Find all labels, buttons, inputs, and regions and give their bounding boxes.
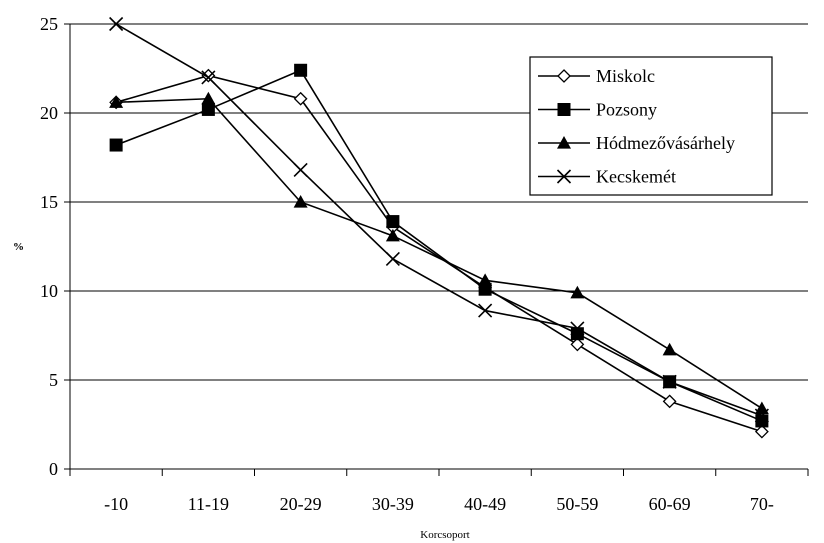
x-marker bbox=[662, 374, 677, 389]
x-tick-label: 11-19 bbox=[188, 494, 229, 514]
series-hodmezovasarhely bbox=[109, 91, 769, 415]
legend-item: Miskolc bbox=[538, 66, 655, 86]
x-tick-label: 50-59 bbox=[556, 494, 598, 514]
legend-label: Kecskemét bbox=[596, 167, 676, 187]
legend-item: Kecskemét bbox=[538, 167, 676, 187]
triangle-marker bbox=[570, 285, 585, 299]
y-tick-label: 20 bbox=[40, 103, 58, 123]
series-line bbox=[115, 23, 763, 417]
triangle-marker bbox=[754, 401, 769, 415]
x-tick-label: 70- bbox=[750, 494, 774, 514]
x-marker bbox=[293, 162, 308, 178]
square-marker bbox=[109, 138, 123, 152]
series-group bbox=[109, 16, 769, 439]
diamond-marker bbox=[662, 394, 677, 409]
series-kecskemet bbox=[109, 16, 769, 423]
diamond-marker bbox=[557, 69, 571, 83]
triangle-marker bbox=[478, 273, 493, 286]
x-marker bbox=[754, 408, 769, 423]
legend: Miskolc Pozsony Hódmezővásárhely Kecskemét bbox=[529, 56, 773, 196]
triangle-marker bbox=[109, 95, 124, 108]
diamond-marker bbox=[570, 337, 585, 352]
square-marker bbox=[557, 103, 571, 116]
square-marker bbox=[201, 102, 215, 116]
triangle-marker bbox=[293, 195, 308, 208]
legend-item: Hódmezővásárhely bbox=[538, 133, 735, 153]
x-marker bbox=[201, 70, 216, 85]
x-marker bbox=[556, 169, 572, 184]
x-axis-label: Korcsoport bbox=[420, 529, 470, 541]
y-tick-label: 5 bbox=[49, 370, 58, 390]
diamond-marker bbox=[293, 91, 308, 106]
x-tick-label: 20-29 bbox=[280, 494, 322, 514]
x-tick-labels: -10 11-19 20-29 30-39 40-49 50-59 60-69 70- bbox=[104, 494, 774, 514]
legend-box bbox=[529, 56, 773, 196]
legend-label: Miskolc bbox=[596, 66, 655, 86]
x-marker bbox=[478, 303, 493, 318]
x-tick-label: 60-69 bbox=[649, 494, 691, 514]
legend-label: Pozsony bbox=[596, 100, 657, 120]
triangle-marker bbox=[201, 91, 216, 105]
x-tick-label: 30-39 bbox=[372, 494, 414, 514]
axes bbox=[64, 23, 809, 476]
series-line bbox=[115, 74, 763, 433]
y-tick-labels: 0 5 10 15 20 25 bbox=[40, 14, 58, 479]
x-marker bbox=[109, 16, 124, 32]
x-marker bbox=[385, 251, 400, 267]
series-line bbox=[116, 97, 763, 410]
triangle-marker bbox=[385, 228, 400, 242]
x-tick-label: 40-49 bbox=[464, 494, 506, 514]
x-tick-label: -10 bbox=[104, 494, 128, 514]
y-axis-label: % bbox=[13, 241, 24, 253]
square-marker bbox=[755, 414, 769, 428]
square-marker bbox=[478, 282, 492, 296]
triangle-marker bbox=[662, 342, 677, 356]
y-tick-label: 25 bbox=[40, 14, 58, 34]
legend-item: Pozsony bbox=[538, 100, 657, 120]
y-tick-label: 10 bbox=[40, 281, 58, 301]
y-tick-label: 15 bbox=[40, 192, 58, 212]
diamond-marker bbox=[754, 424, 769, 439]
y-tick-label: 0 bbox=[49, 459, 58, 479]
legend-label: Hódmezővásárhely bbox=[596, 133, 735, 153]
square-marker bbox=[386, 215, 400, 229]
triangle-marker bbox=[557, 136, 571, 149]
x-marker bbox=[570, 321, 585, 336]
square-marker bbox=[294, 63, 308, 77]
